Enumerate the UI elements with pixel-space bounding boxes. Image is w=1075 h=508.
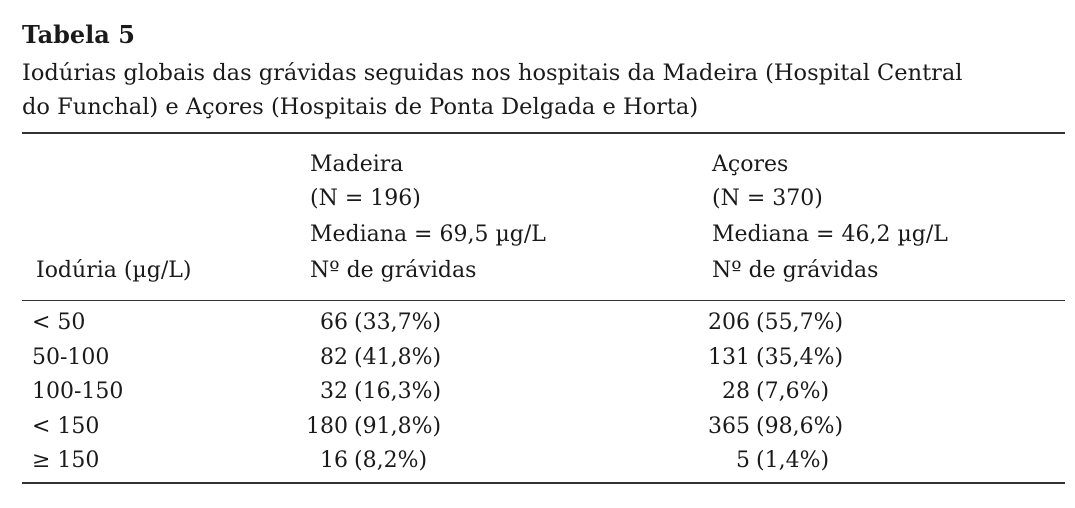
- cell: 5 (1,4%): [704, 444, 829, 478]
- percent: (33,7%): [354, 310, 442, 335]
- count: 206: [708, 310, 750, 335]
- percent: (8,2%): [354, 448, 428, 473]
- column-header: (N = 196): [310, 186, 421, 211]
- cell: 66 (33,7%): [302, 306, 441, 340]
- count: 180: [306, 413, 348, 439]
- top-rule: [22, 132, 1065, 134]
- cell: 365 (98,6%): [704, 410, 843, 444]
- percent: (98,6%): [756, 413, 844, 439]
- count: 28: [722, 379, 750, 404]
- percent: (55,7%): [756, 310, 844, 335]
- count: 82: [320, 344, 348, 370]
- header-rule: [22, 300, 1065, 301]
- count: 66: [320, 310, 348, 335]
- column-header: Açores: [712, 152, 789, 177]
- cell: 28 (7,6%): [704, 375, 829, 409]
- row-label: < 50: [32, 310, 86, 335]
- bottom-rule: [22, 482, 1065, 484]
- column-header: (N = 370): [712, 186, 823, 211]
- percent: (16,3%): [354, 379, 442, 404]
- column-header: Nº de grávidas: [712, 258, 879, 283]
- row-label: 100-150: [32, 379, 124, 404]
- table-title: Tabela 5: [22, 20, 135, 49]
- cell: 206 (55,7%): [704, 306, 843, 340]
- row-label: ≥ 150: [32, 448, 100, 473]
- count: 16: [320, 448, 348, 473]
- caption-line: Iodúrias globais das grávidas seguidas n…: [22, 60, 963, 86]
- column-header: Madeira: [310, 152, 404, 177]
- column-header: Mediana = 46,2 µg/L: [712, 222, 948, 247]
- percent: (1,4%): [756, 448, 830, 473]
- row-label: 50-100: [32, 344, 110, 370]
- cell: 32 (16,3%): [302, 375, 441, 409]
- caption-line: do Funchal) e Açores (Hospitais de Ponta…: [22, 94, 699, 120]
- column-header: Mediana = 69,5 µg/L: [310, 222, 546, 247]
- cell: 131 (35,4%): [704, 341, 843, 375]
- count: 365: [708, 413, 750, 439]
- cell: 16 (8,2%): [302, 444, 427, 478]
- cell: 82 (41,8%): [302, 341, 441, 375]
- percent: (91,8%): [354, 413, 442, 439]
- percent: (35,4%): [756, 344, 844, 370]
- column-header: Iodúria (µg/L): [36, 258, 192, 283]
- column-header: Nº de grávidas: [310, 258, 477, 283]
- percent: (41,8%): [354, 344, 442, 370]
- count: 5: [736, 448, 750, 473]
- cell: 180 (91,8%): [302, 410, 441, 444]
- count: 32: [320, 379, 348, 404]
- percent: (7,6%): [756, 379, 830, 404]
- count: 131: [708, 344, 750, 370]
- row-label: < 150: [32, 413, 100, 439]
